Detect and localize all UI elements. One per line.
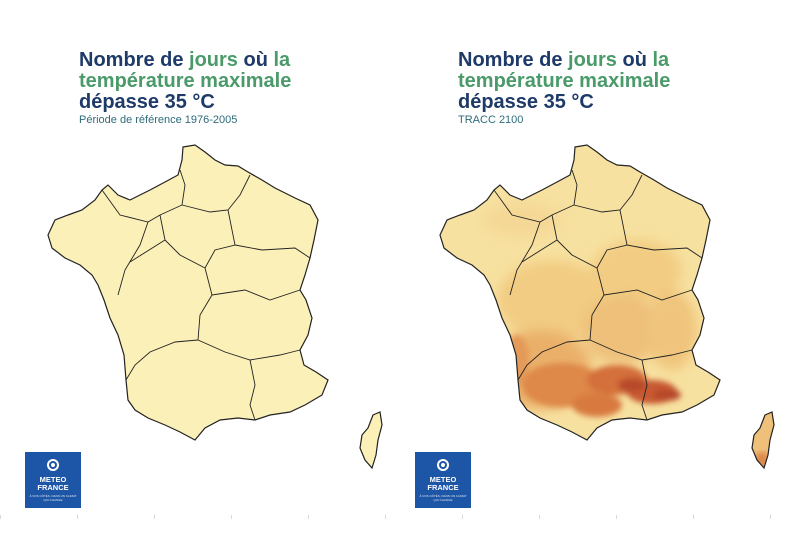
title-part: maximale [194, 70, 292, 92]
logo-tagline: À VOS CÔTÉS, DANS UN CLIMAT QUI CHANGE [29, 494, 77, 502]
map-title: Nombre de jours où la température maxima… [79, 50, 339, 113]
title-part: la température [458, 49, 670, 92]
title-part: Nombre de [79, 49, 190, 71]
title-part: où [616, 49, 653, 71]
title-part: dépasse 35 °C [79, 91, 215, 113]
logo-line2: FRANCE [427, 483, 459, 492]
meteo-france-logo: METEO FRANCE À VOS CÔTÉS, DANS UN CLIMAT… [415, 452, 471, 508]
corsica [751, 411, 775, 470]
title-part: jours [189, 49, 238, 71]
map-subtitle: Période de référence 1976-2005 [79, 114, 238, 126]
title-part: où [237, 49, 274, 71]
meteo-france-logo: METEO FRANCE À VOS CÔTÉS, DANS UN CLIMAT… [25, 452, 81, 508]
title-part: dépasse 35 °C [458, 91, 594, 113]
logo-line1: METEO [429, 475, 457, 484]
title-part: la température [79, 49, 291, 92]
map-subtitle: TRACC 2100 [458, 114, 524, 126]
bottom-tick-marks [0, 515, 800, 519]
title-part: maximale [573, 70, 671, 92]
corsica [359, 411, 383, 469]
region-borders [493, 169, 703, 421]
meteo-logo-icon [437, 459, 449, 471]
map-panel-reference: Nombre de jours où la température maxima… [0, 0, 390, 550]
meteo-logo-icon [47, 459, 59, 471]
france-map-reference [47, 144, 383, 469]
map-panel-tracc-2100: Nombre de jours où la température maxima… [392, 0, 782, 550]
france-mainland [47, 144, 329, 441]
logo-line2: FRANCE [37, 483, 69, 492]
region-borders [101, 169, 311, 421]
logo-tagline: À VOS CÔTÉS, DANS UN CLIMAT QUI CHANGE [419, 494, 467, 502]
france-map-tracc-2100 [439, 144, 775, 470]
map-title: Nombre de jours où la température maxima… [458, 50, 718, 113]
france-mainland [439, 144, 721, 441]
title-part: Nombre de [458, 49, 569, 71]
title-part: jours [568, 49, 617, 71]
logo-line1: METEO [39, 475, 67, 484]
